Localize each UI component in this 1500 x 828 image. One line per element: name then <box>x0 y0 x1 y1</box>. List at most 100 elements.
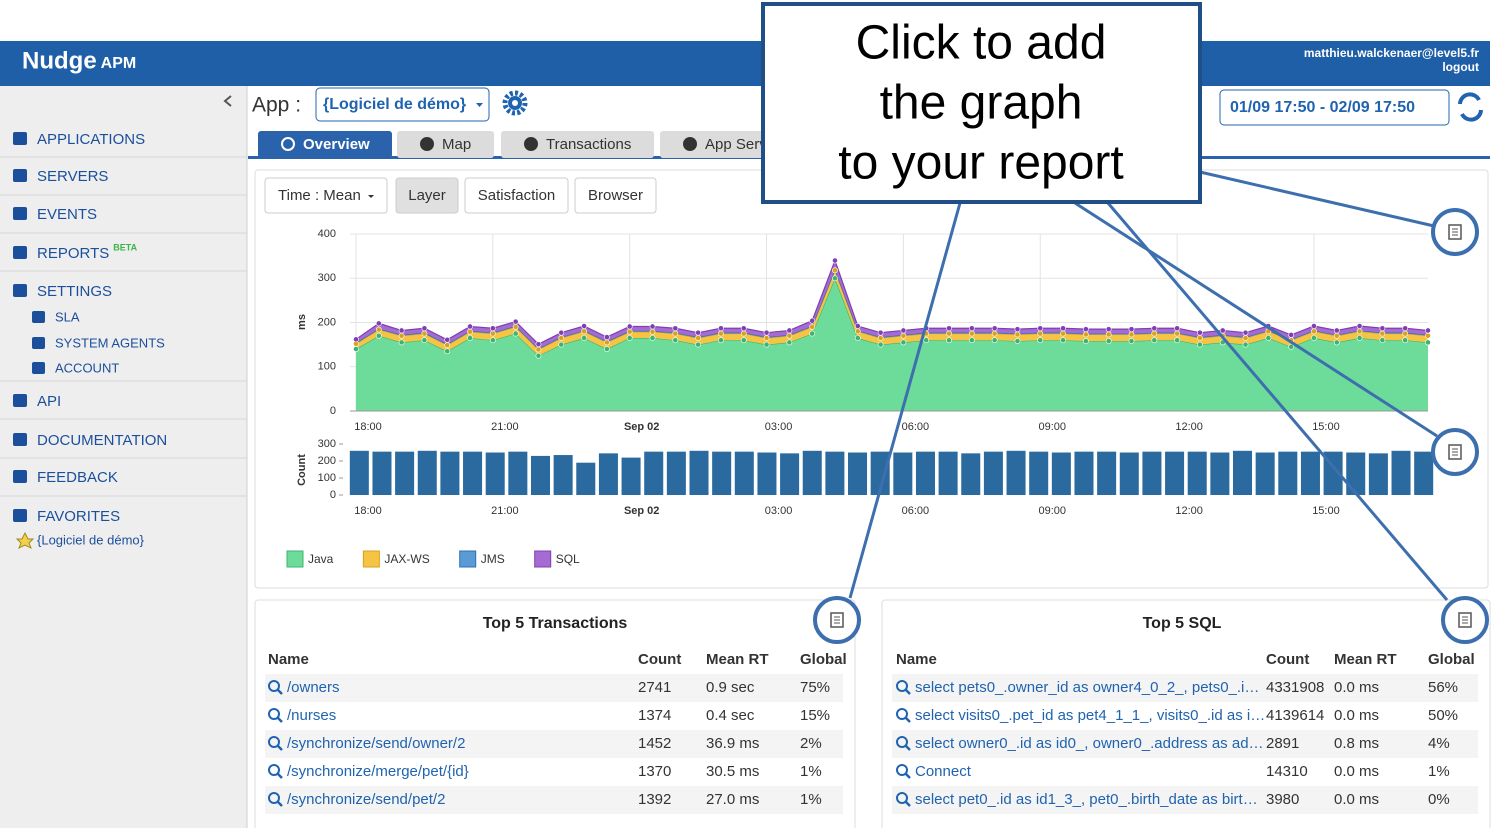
nav-item[interactable]: EVENTS <box>37 206 97 223</box>
pointer-line <box>1074 201 1438 438</box>
nav-item[interactable]: SETTINGS <box>37 283 112 300</box>
data-point <box>809 317 816 324</box>
cell: 2741 <box>638 679 671 696</box>
row-link[interactable]: /synchronize/send/pet/2 <box>287 791 445 808</box>
legend-label[interactable]: SQL <box>556 552 580 566</box>
refresh-icon[interactable] <box>1458 92 1483 122</box>
sidebar <box>0 86 247 828</box>
legend-swatch[interactable] <box>459 550 477 568</box>
cell: 2% <box>800 735 822 752</box>
y-tick-label: 0 <box>330 405 336 417</box>
row-link[interactable]: /synchronize/send/owner/2 <box>287 735 465 752</box>
legend-swatch[interactable] <box>286 550 304 568</box>
chart-button[interactable] <box>574 177 657 214</box>
app-select[interactable] <box>315 87 490 122</box>
collapse-icon[interactable] <box>223 95 232 107</box>
tab-label[interactable]: Transactions <box>546 136 631 153</box>
column-header: Name <box>896 651 937 668</box>
beta-badge: BETA <box>113 242 137 252</box>
chart-button[interactable] <box>264 177 388 214</box>
row-stripe <box>892 730 1478 758</box>
data-point <box>558 329 565 336</box>
nav-item[interactable]: SLA <box>55 309 80 324</box>
data-point <box>1014 331 1021 338</box>
nav-item[interactable]: ACCOUNT <box>55 360 119 375</box>
legend-label[interactable]: JAX-WS <box>384 552 429 566</box>
cell: 3980 <box>1266 791 1299 808</box>
nav-item[interactable]: FEEDBACK <box>37 469 118 486</box>
row-link[interactable]: select owner0_.id as id0_, owner0_.addre… <box>915 735 1264 752</box>
x-tick-label: 12:00 <box>1175 421 1203 433</box>
nav-icon <box>13 169 27 182</box>
tab[interactable] <box>258 131 392 158</box>
legend-label[interactable]: JMS <box>481 552 505 566</box>
chart-button[interactable] <box>464 177 569 214</box>
cell: 1392 <box>638 791 671 808</box>
pointer-line <box>848 202 962 599</box>
data-point <box>1151 330 1158 337</box>
data-point <box>1037 325 1044 332</box>
nav-item[interactable]: SERVERS <box>37 168 108 185</box>
data-point <box>786 332 793 339</box>
legend-label[interactable]: Java <box>308 552 334 566</box>
nav-item[interactable]: APPLICATIONS <box>37 131 145 148</box>
app-select-text: {Logiciel de démo} <box>323 96 466 113</box>
nav-icon <box>32 362 45 374</box>
search-icon <box>905 745 911 751</box>
chart-button-label[interactable]: Browser <box>588 187 643 204</box>
data-point <box>968 330 975 337</box>
y-axis-label: ms <box>296 314 308 330</box>
row-link[interactable]: select pets0_.owner_id as owner4_0_2_, p… <box>915 679 1259 696</box>
search-icon <box>896 764 908 776</box>
chart-button-label[interactable]: Time : Mean <box>278 187 361 204</box>
logout-link[interactable]: logout <box>1442 60 1479 74</box>
row-link[interactable]: /owners <box>287 679 340 696</box>
nav-item[interactable]: SYSTEM AGENTS <box>55 335 165 350</box>
data-point <box>1288 331 1295 338</box>
row-link[interactable]: /synchronize/merge/pet/{id} <box>287 763 469 780</box>
nav-icon <box>13 246 27 259</box>
cell: 0.0 ms <box>1334 707 1379 724</box>
data-point <box>1105 326 1112 333</box>
tab[interactable] <box>397 131 494 158</box>
row-stripe <box>265 786 843 814</box>
legend-swatch[interactable] <box>534 550 552 568</box>
nav-item[interactable]: {Logiciel de démo} <box>37 532 145 547</box>
search-icon <box>277 689 283 695</box>
tab-label[interactable]: Overview <box>303 136 370 153</box>
tab-label[interactable]: Map <box>442 136 471 153</box>
date-range[interactable] <box>1219 89 1450 126</box>
data-point <box>444 342 451 348</box>
nav-icon <box>13 394 27 407</box>
data-point <box>1425 332 1431 339</box>
chart-button[interactable] <box>395 177 459 214</box>
data-point <box>375 332 382 339</box>
data-point <box>991 337 998 344</box>
tab[interactable] <box>501 131 654 158</box>
nav-item[interactable]: REPORTS <box>37 245 109 262</box>
nav-item[interactable]: API <box>37 393 61 410</box>
data-point <box>558 335 565 341</box>
data-point <box>1128 331 1135 338</box>
bar <box>553 455 573 495</box>
row-link[interactable]: /nurses <box>287 707 336 724</box>
legend-swatch[interactable] <box>362 550 380 568</box>
search-icon <box>905 689 911 695</box>
chart-button-label[interactable]: Satisfaction <box>478 187 556 204</box>
row-link[interactable]: select visits0_.pet_id as pet4_1_1_, vis… <box>915 707 1265 724</box>
nav-item[interactable]: FAVORITES <box>37 508 120 525</box>
bar <box>938 451 958 495</box>
data-point <box>489 330 496 337</box>
row-link[interactable]: select pet0_.id as id1_3_, pet0_.birth_d… <box>915 791 1258 808</box>
data-point <box>489 337 496 344</box>
bar <box>1391 450 1411 495</box>
chart-button-label[interactable]: Layer <box>408 187 446 204</box>
cell: 2891 <box>1266 735 1299 752</box>
nav-item[interactable]: DOCUMENTATION <box>37 432 167 449</box>
settings-icon[interactable] <box>502 90 528 116</box>
bar <box>915 451 935 495</box>
row-link[interactable]: Connect <box>915 763 972 780</box>
pointer-line <box>1199 170 1435 228</box>
y-tick-label: 300 <box>318 272 336 284</box>
cell: 0% <box>1428 791 1450 808</box>
